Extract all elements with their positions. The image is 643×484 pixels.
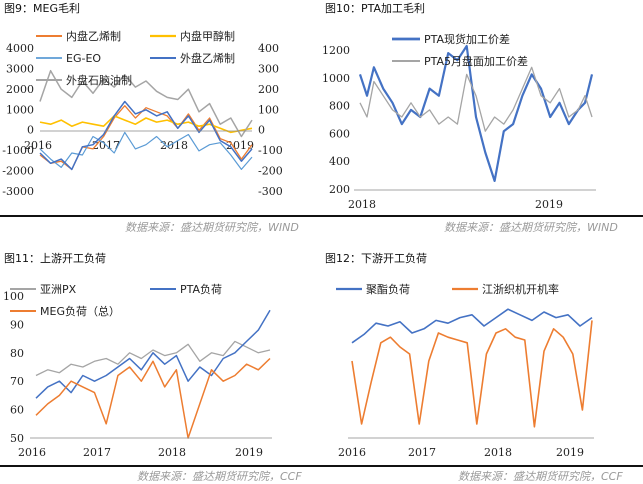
fig11-xtick-2018: 2018 (158, 446, 186, 459)
fig9-caption: 图9：MEG毛利 (4, 2, 80, 15)
fig10-series (358, 44, 594, 182)
fig12-xtick-2019: 2019 (556, 446, 584, 459)
fig10-yticks-800: 800 (329, 100, 350, 113)
divider-bottom (0, 465, 643, 467)
fig9-legend-label-1: 内盘甲醇制 (180, 29, 235, 43)
fig9-line-0 (39, 105, 253, 171)
source-top-left: 数据来源：盛达期货研究院，WIND (125, 221, 299, 234)
fig9-xtick-2016: 2016 (24, 139, 52, 152)
fig11-yticks-50: 50 (10, 432, 24, 445)
fig11-legend-label-1: PTA负荷 (180, 282, 222, 296)
fig10-line-1 (359, 66, 593, 132)
fig10-line-0 (358, 44, 594, 182)
fig10-yticks-400: 400 (329, 155, 350, 168)
fig9-ytick-left-2000: 2000 (6, 83, 34, 96)
fig12-caption: 图12：下游开工负荷 (325, 252, 427, 265)
divider-top (0, 215, 643, 217)
fig9-series (39, 69, 253, 171)
fig10-yticks: 1200 1000 800 600 400 200 (322, 44, 350, 196)
fig12-legend-label-0: 聚酯负荷 (366, 282, 410, 296)
fig11-legend-label-0: 亚洲PX (40, 283, 77, 296)
fig9-ytick-right--200: -200 (258, 165, 283, 178)
fig11-xticks: 2016 2017 2018 2019 (18, 446, 263, 459)
fig10-caption: 图10：PTA加工毛利 (325, 2, 426, 15)
fig10-yticks-200: 200 (329, 183, 350, 196)
fig9-line-4 (39, 69, 253, 138)
fig10-legend-label-1: PTA5月盘面加工价差 (424, 54, 528, 68)
fig11-xtick-2019: 2019 (235, 446, 263, 459)
fig12-legend-label-1: 江浙织机开机率 (482, 282, 559, 296)
fig10-xtick-2019: 2019 (535, 198, 563, 211)
fig9-yticks-right: 400 300 200 100 0 -100 -200 -300 (258, 42, 283, 198)
fig12-line-0 (351, 308, 593, 344)
fig11-caption: 图11：上游开工负荷 (4, 252, 106, 265)
fig12-series (351, 308, 593, 428)
fig9-ytick-right-0: 0 (258, 124, 265, 137)
source-top-right: 数据来源：盛达期货研究院，WIND (444, 221, 618, 234)
fig9-ytick-left--1000: -1000 (2, 144, 34, 157)
fig9-ytick-right-300: 300 (258, 62, 279, 75)
fig9-legend-label-4: 外盘石脑油制 (66, 73, 132, 87)
fig12-legend: 聚酯负荷 江浙织机开机率 (336, 282, 559, 296)
fig11-yticks: 100 90 80 70 60 50 (3, 290, 24, 445)
fig9-yticks-left: 4000 3000 2000 1000 0 -1000 -2000 -3000 (2, 42, 34, 198)
fig11-line-0 (35, 340, 271, 377)
fig10-yticks-1200: 1200 (322, 44, 350, 57)
fig11-yticks-70: 70 (10, 375, 24, 388)
fig9-line-3 (39, 100, 253, 171)
fig10-yticks-600: 600 (329, 127, 350, 140)
fig11-xtick-2016: 2016 (18, 446, 46, 459)
fig9-ytick-left--2000: -2000 (2, 165, 34, 178)
fig11-chart: 100 90 80 70 60 50 2016 2017 2018 2019 亚洲PX PTA负荷… (3, 282, 272, 459)
fig11-yticks-100: 100 (3, 290, 24, 303)
fig11-yticks-60: 60 (10, 404, 24, 417)
fig9-ytick-right--300: -300 (258, 185, 283, 198)
fig12-xticks: 2016 2017 2018 2019 (338, 446, 584, 459)
fig11-legend: 亚洲PX PTA负荷 MEG负荷（总） (10, 282, 222, 318)
fig11-yticks-90: 90 (10, 318, 24, 331)
fig10-legend: PTA现货加工价差 PTA5月盘面加工价差 (392, 32, 528, 68)
fig9-legend-label-2: EG-EO (66, 52, 101, 65)
fig11-legend-label-2: MEG负荷（总） (40, 304, 120, 318)
fig9-ytick-right-200: 200 (258, 83, 279, 96)
fig9-line-1 (39, 115, 253, 134)
fig12-xtick-2018: 2018 (484, 446, 512, 459)
fig12-xtick-2016: 2016 (338, 446, 366, 459)
fig10-legend-label-0: PTA现货加工价差 (424, 32, 510, 46)
fig9-ytick-left-0: 0 (27, 124, 34, 137)
fig9-legend-label-3: 外盘乙烯制 (180, 51, 235, 65)
fig9-xtick-2018: 2018 (160, 139, 188, 152)
fig11-series (35, 309, 271, 439)
fig10-xtick-2018: 2018 (348, 198, 376, 211)
fig9-legend-label-0: 内盘乙烯制 (66, 29, 121, 43)
fig9-xtick-2019: 2019 (226, 139, 254, 152)
fig11-line-2 (35, 357, 271, 439)
fig11-xtick-2017: 2017 (83, 446, 111, 459)
fig9-ytick-left--3000: -3000 (2, 185, 34, 198)
source-bottom-right: 数据来源：盛达期货研究院，CCF (458, 470, 623, 483)
fig12-line-1 (351, 320, 593, 428)
fig11-yticks-80: 80 (10, 347, 24, 360)
fig12-xtick-2017: 2017 (408, 446, 436, 459)
fig9-ytick-right-400: 400 (258, 42, 279, 55)
fig10-yticks-1000: 1000 (322, 72, 350, 85)
fig9-xticks: 2016 2017 2018 2019 (24, 139, 254, 152)
fig11-line-1 (35, 309, 271, 399)
fig9-ytick-right--100: -100 (258, 144, 283, 157)
fig10-xticks: 2018 2019 (348, 198, 563, 211)
fig9-ytick-right-100: 100 (258, 103, 279, 116)
fig12-chart: 2016 2017 2018 2019 聚酯负荷 江浙织机开机率 (336, 282, 594, 459)
fig9-ytick-left-4000: 4000 (6, 42, 34, 55)
fig9-ytick-left-3000: 3000 (6, 62, 34, 75)
fig9-ytick-left-1000: 1000 (6, 103, 34, 116)
fig9-line-2 (39, 131, 253, 170)
source-bottom-left: 数据来源：盛达期货研究院，CCF (137, 470, 302, 483)
